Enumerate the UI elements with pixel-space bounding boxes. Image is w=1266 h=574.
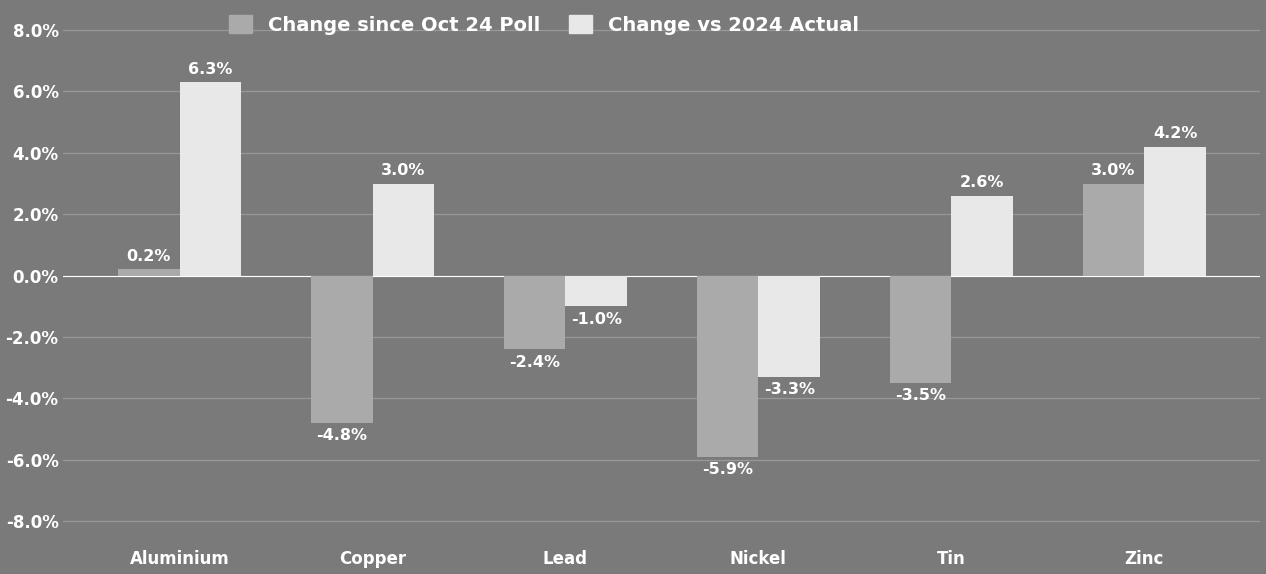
Text: 2.6%: 2.6% [960, 175, 1004, 190]
Text: -4.8%: -4.8% [316, 428, 367, 443]
Text: -3.5%: -3.5% [895, 389, 946, 404]
Legend: Change since Oct 24 Poll, Change vs 2024 Actual: Change since Oct 24 Poll, Change vs 2024… [229, 15, 858, 34]
Bar [372, 184, 434, 276]
Bar [951, 196, 1013, 276]
Text: -2.4%: -2.4% [509, 355, 560, 370]
Bar [696, 276, 758, 456]
Bar [566, 276, 627, 307]
Bar [758, 276, 820, 377]
Text: 3.0%: 3.0% [381, 163, 425, 178]
Text: -1.0%: -1.0% [571, 312, 622, 327]
Bar [180, 82, 242, 276]
Bar [310, 276, 372, 423]
Bar [1144, 147, 1206, 276]
Bar [504, 276, 566, 349]
Text: 6.3%: 6.3% [189, 62, 233, 77]
Text: 4.2%: 4.2% [1153, 126, 1198, 141]
Text: -3.3%: -3.3% [763, 382, 815, 397]
Text: -5.9%: -5.9% [703, 462, 753, 477]
Text: 3.0%: 3.0% [1091, 163, 1136, 178]
Text: 0.2%: 0.2% [127, 249, 171, 264]
Bar [118, 269, 180, 276]
Bar [890, 276, 951, 383]
Bar [1082, 184, 1144, 276]
